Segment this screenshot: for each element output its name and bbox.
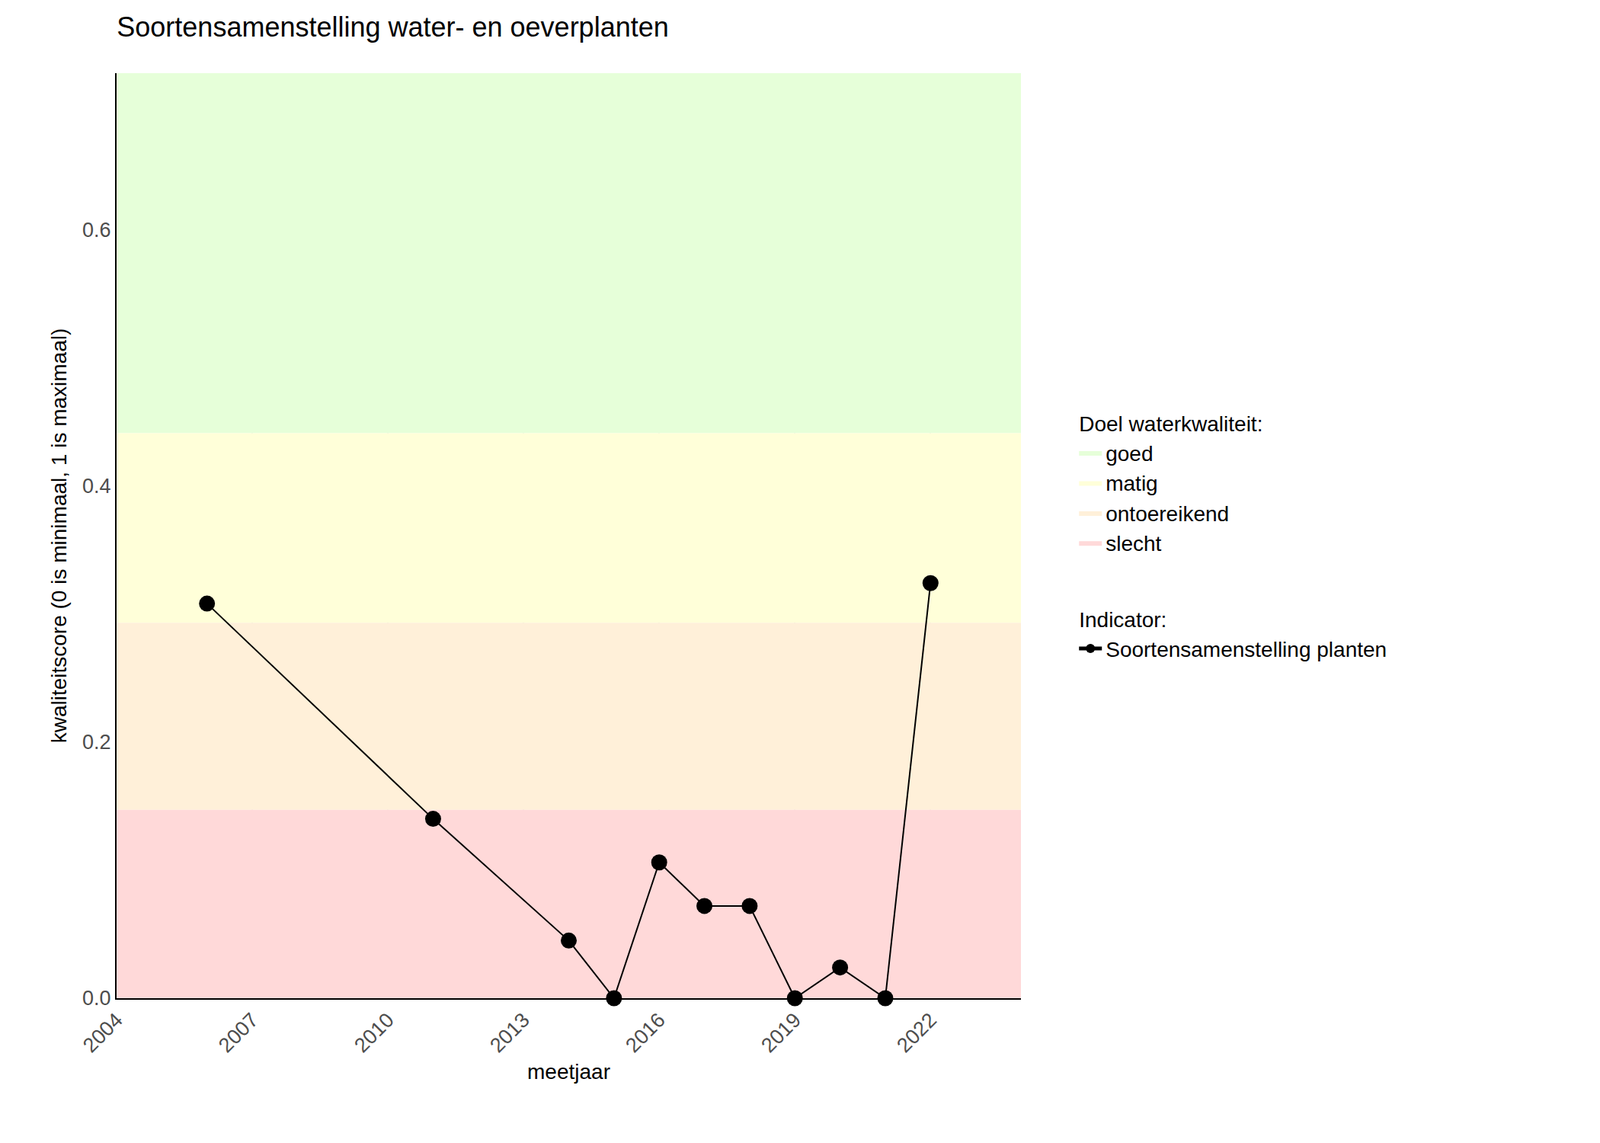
svg-text:matig: matig [1105, 471, 1158, 496]
svg-text:0.0: 0.0 [82, 986, 112, 1010]
svg-text:slecht: slecht [1105, 531, 1162, 556]
svg-text:2019: 2019 [756, 1008, 806, 1057]
svg-text:0.4: 0.4 [82, 474, 112, 498]
svg-text:2022: 2022 [892, 1008, 941, 1057]
svg-text:2004: 2004 [78, 1008, 128, 1057]
svg-text:2016: 2016 [620, 1008, 670, 1057]
svg-text:goed: goed [1105, 441, 1153, 466]
svg-text:Soortensamenstelling planten: Soortensamenstelling planten [1105, 637, 1387, 662]
svg-text:ontoereikend: ontoereikend [1105, 502, 1229, 526]
svg-text:meetjaar: meetjaar [527, 1059, 611, 1084]
svg-text:0.2: 0.2 [82, 730, 112, 754]
svg-text:2007: 2007 [214, 1008, 263, 1057]
svg-text:kwaliteitscore (0 is minimaal,: kwaliteitscore (0 is minimaal, 1 is maxi… [47, 328, 71, 744]
svg-text:Soortensamenstelling water- en: Soortensamenstelling water- en oeverplan… [116, 11, 669, 43]
svg-text:Indicator:: Indicator: [1078, 608, 1167, 632]
svg-text:2013: 2013 [485, 1008, 535, 1057]
svg-text:Doel waterkwaliteit:: Doel waterkwaliteit: [1078, 412, 1263, 436]
svg-text:2010: 2010 [349, 1008, 399, 1057]
svg-text:0.6: 0.6 [82, 218, 112, 242]
